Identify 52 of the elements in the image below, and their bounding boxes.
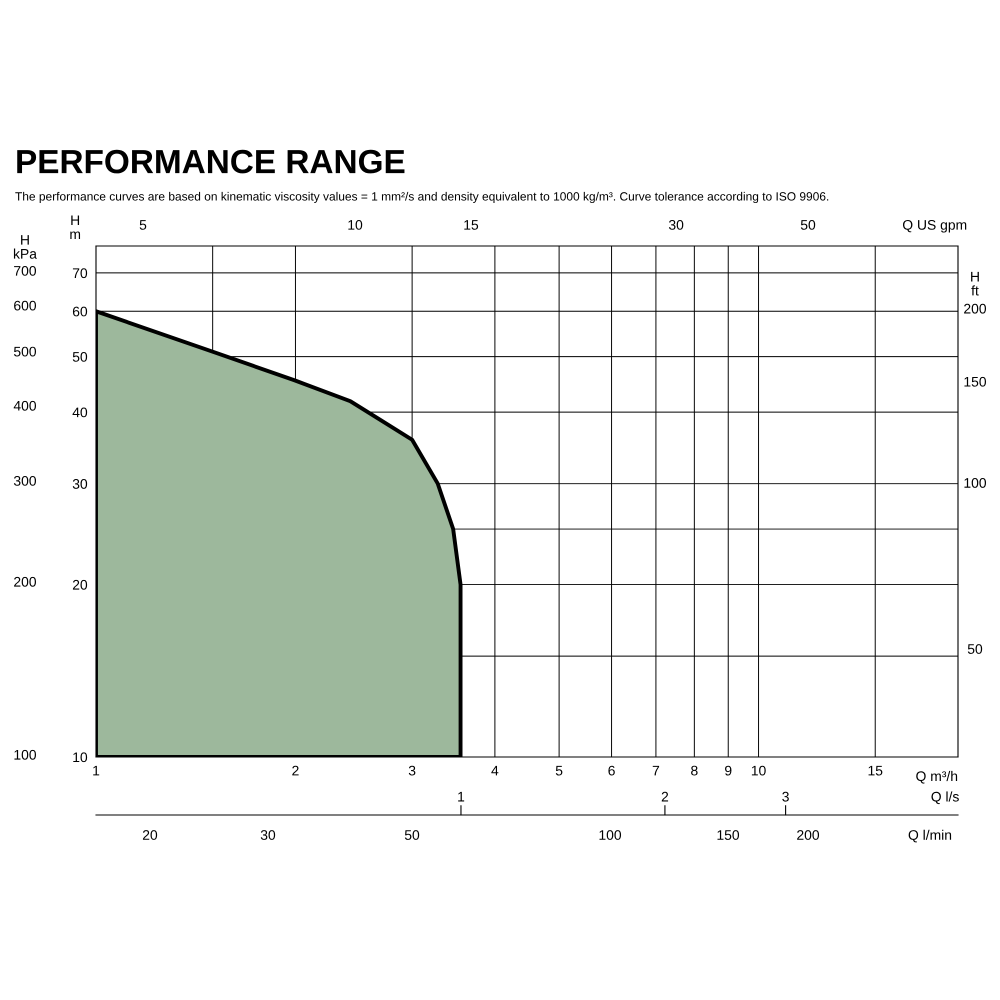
- y-tick-label: 30: [72, 479, 88, 489]
- y-axis-title: H m: [70, 215, 80, 239]
- text: 100: [14, 750, 36, 760]
- x-tick-label: 3: [408, 766, 416, 776]
- text: 50: [968, 644, 982, 654]
- x-tick-label: 7: [652, 766, 660, 776]
- x-tick-label: 10: [752, 766, 766, 776]
- x-tick-label: 8: [691, 766, 698, 776]
- text: 100: [964, 478, 986, 488]
- text: 5: [140, 220, 146, 230]
- text: 150: [717, 830, 740, 840]
- text: H ft: [971, 272, 979, 296]
- x-tick-label: 9: [725, 766, 732, 776]
- text: 150: [964, 376, 986, 387]
- text: Q US gpm: [902, 220, 966, 233]
- text: 3: [782, 792, 789, 802]
- x-axis-title: Q m³/h: [916, 770, 958, 784]
- text: 400: [14, 400, 36, 411]
- text: 30: [260, 830, 276, 840]
- y-tick-label: 40: [72, 407, 88, 418]
- text: 100: [599, 830, 622, 840]
- chart-subtitle: The performance curves are based on kinematic viscosity values = 1 mm²/s and density equivalent to 1000 kg/m³. Curve tolerance according to ISO 9906.: [15, 192, 828, 203]
- text: 700: [14, 266, 36, 276]
- x-tick-label: 15: [868, 766, 882, 776]
- x-tick-label: 2: [292, 766, 299, 776]
- text: 200: [797, 830, 820, 840]
- text: H kPa: [14, 235, 37, 259]
- text: 50: [404, 830, 420, 840]
- x-tick-label: 1: [93, 766, 100, 776]
- chart-title: PERFORMANCE RANGE: [17, 150, 404, 174]
- text: 1: [458, 792, 464, 802]
- text: 200: [964, 304, 986, 314]
- x-tick-label: 6: [608, 766, 615, 776]
- y-tick-label: 10: [73, 752, 88, 762]
- y-tick-label: 50: [72, 352, 88, 362]
- text: 200: [14, 576, 36, 587]
- y-tick-label: 20: [72, 580, 88, 590]
- text: 15: [464, 220, 478, 230]
- text: Q l/s: [931, 791, 959, 804]
- text: 500: [14, 346, 36, 357]
- text: 2: [662, 792, 668, 802]
- text: Q l/min: [908, 830, 952, 842]
- x-tick-label: 5: [556, 766, 562, 776]
- text: 30: [668, 220, 684, 230]
- y-tick-label: 60: [72, 306, 88, 316]
- text: 20: [142, 830, 158, 840]
- y-tick-label: 70: [72, 268, 88, 278]
- text: 50: [800, 220, 816, 230]
- text: 10: [348, 220, 362, 230]
- text: 600: [14, 300, 36, 311]
- text: 300: [14, 476, 36, 486]
- x-tick-label: 4: [491, 766, 498, 776]
